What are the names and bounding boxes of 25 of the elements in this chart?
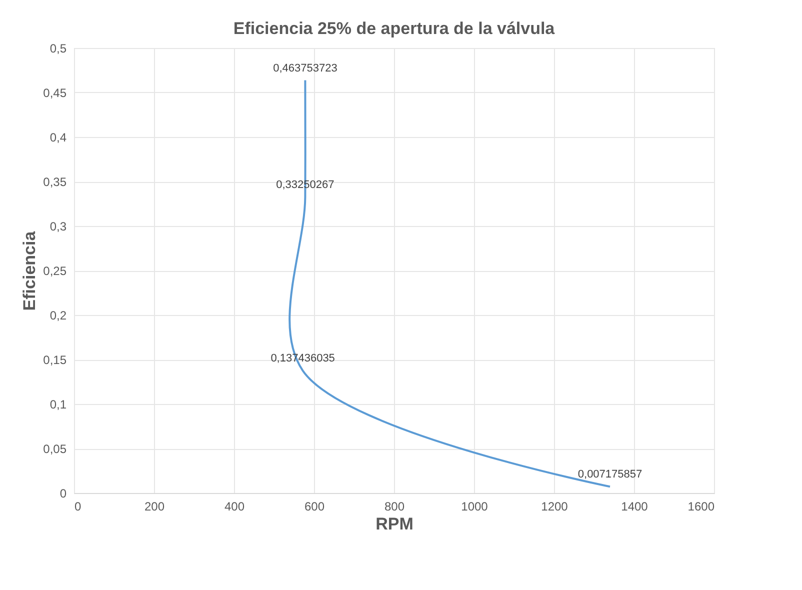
x-tick-label: 200 [144,500,165,514]
y-tick-label: 0,45 [43,86,67,100]
y-tick-label: 0,15 [43,353,67,367]
text: 0,007175857 [578,468,642,481]
x-tick-label: 1400 [621,500,648,514]
y-tick-label: 0,35 [43,175,67,189]
y-tick-label: 0,25 [43,264,67,278]
y-tick-label: 0,4 [50,130,67,144]
y-tick-label: 0,5 [50,42,67,56]
y-tick-label: 0,3 [50,220,67,234]
y-tick-label: 0,05 [43,442,67,456]
x-tick-label: 1200 [541,500,568,514]
x-tick-label: 1000 [461,500,488,514]
x-axis-title: RPM [376,514,414,534]
x-tick-label: 400 [224,500,245,514]
x-tick-label: 800 [384,500,405,514]
x-tick-label: 1600 [688,500,715,514]
x-tick-label: 0 [74,500,82,514]
y-tick-label: 0,2 [50,308,67,322]
y-axis-title: Eficiencia [20,230,40,311]
y-tick-label: 0,1 [50,398,67,412]
chart-title: Eficiencia 25% de apertura de la válvula [233,19,556,38]
text: 0,463753723 [273,62,338,74]
x-tick-label: 600 [304,500,325,514]
y-tick-label: 0 [60,486,67,500]
